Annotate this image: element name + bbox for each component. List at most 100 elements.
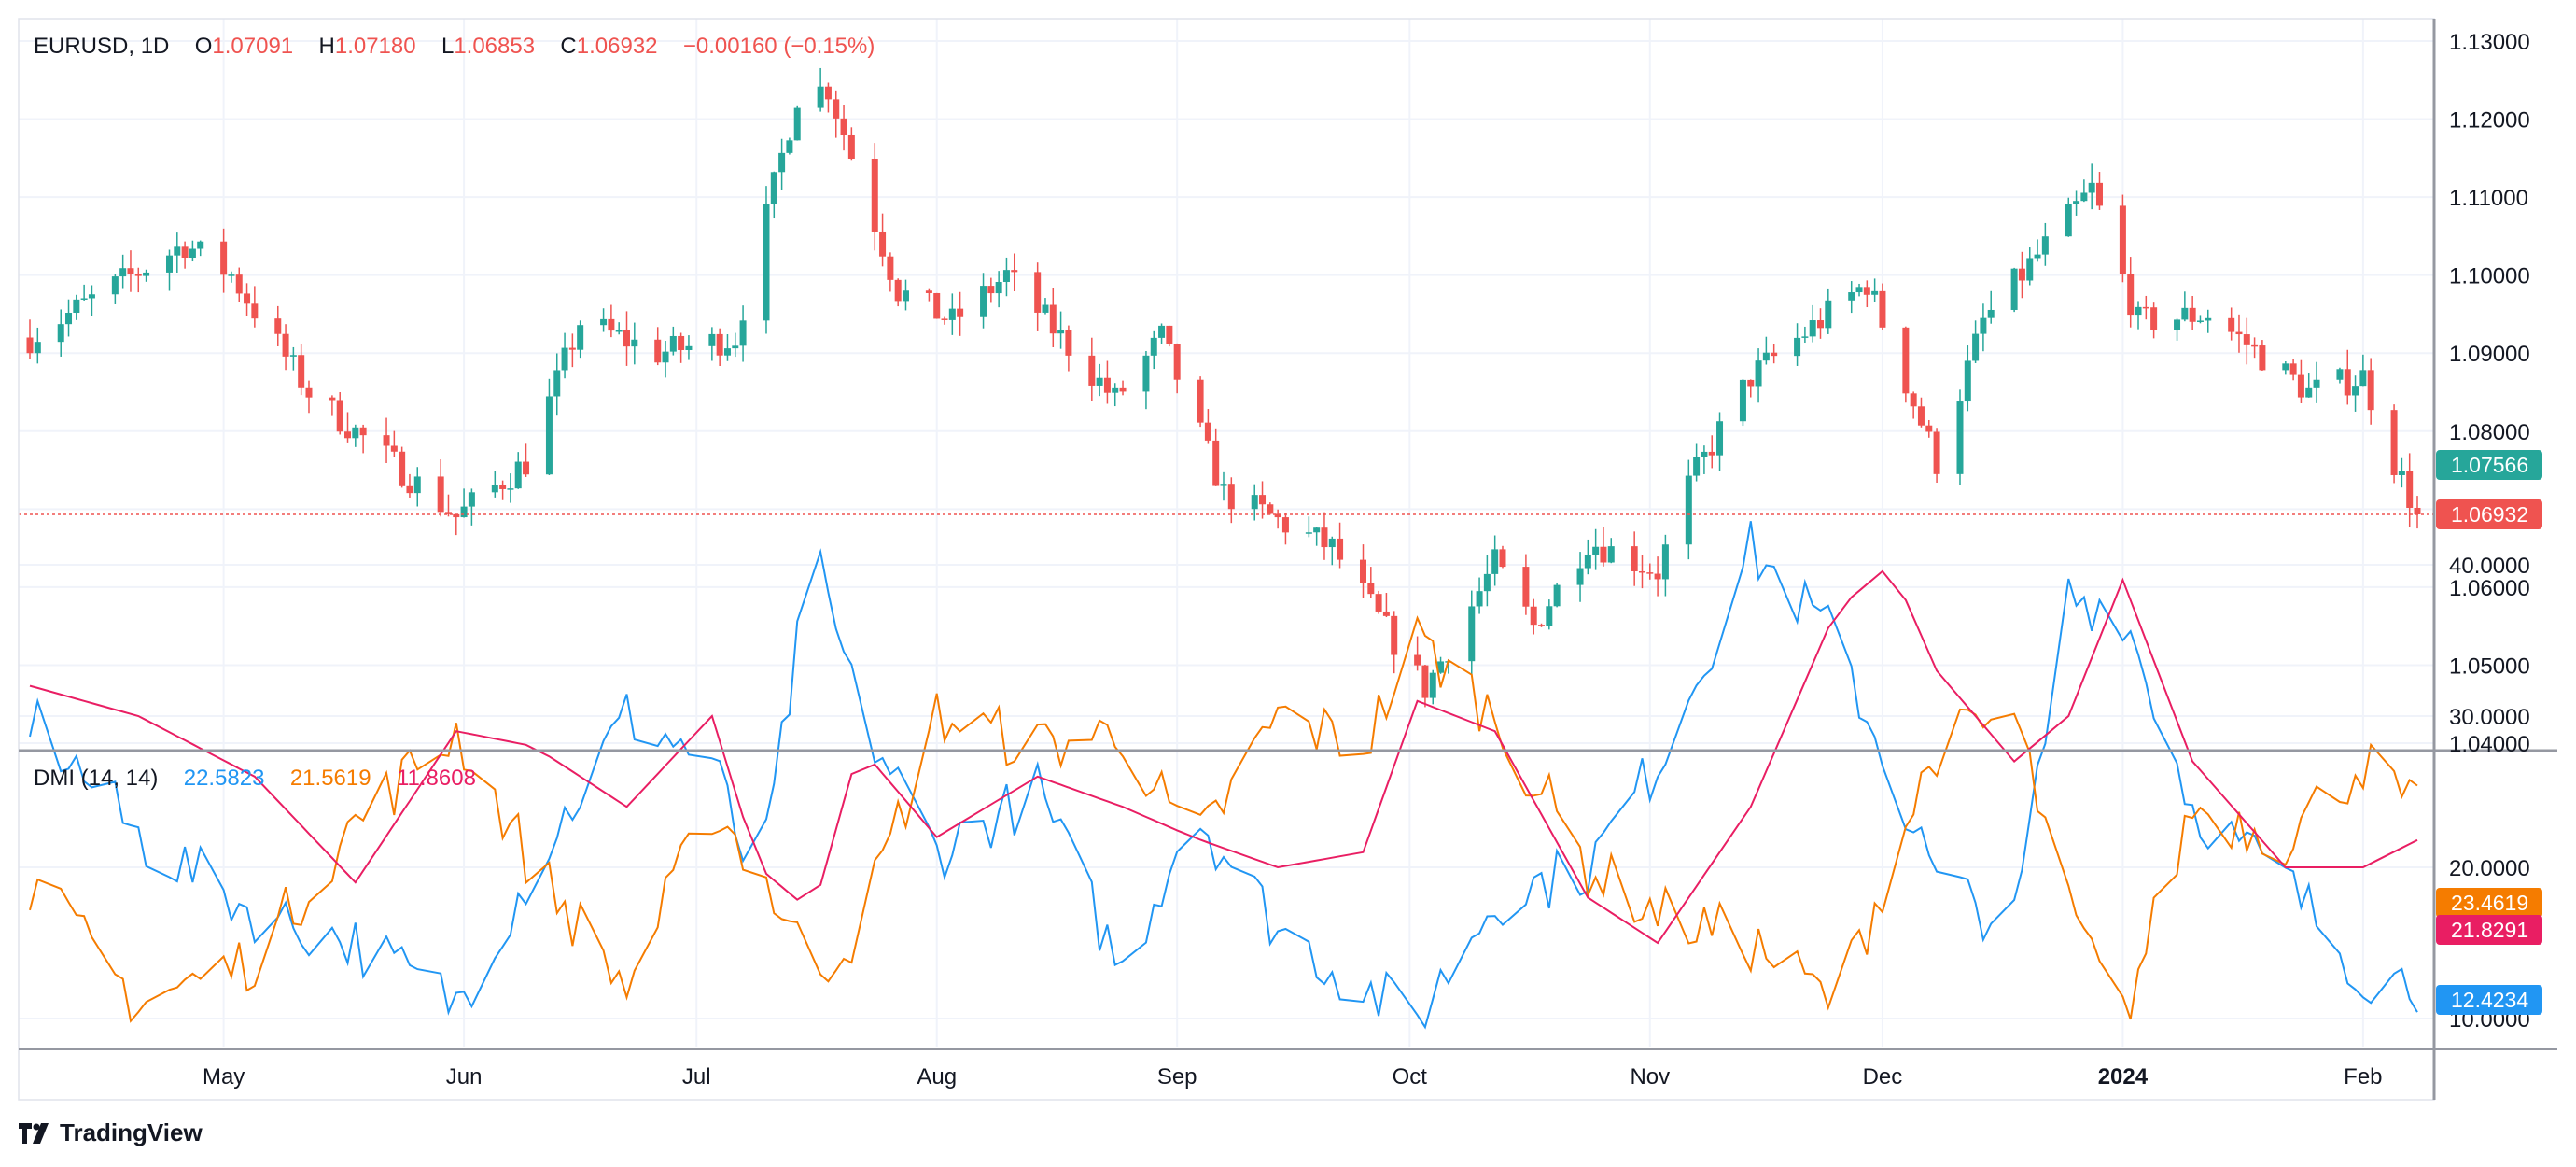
candle-body (824, 86, 832, 100)
candle-body (2034, 254, 2041, 259)
candle-body (2406, 471, 2414, 508)
candle-body (1227, 484, 1235, 510)
candle-body (119, 268, 127, 277)
candle-body (228, 274, 235, 276)
candle-body (1538, 625, 1546, 626)
candle-body (2282, 363, 2289, 371)
interval-label[interactable]: 1D (140, 34, 170, 59)
high-value: 1.07180 (334, 34, 416, 59)
candle-body (2297, 374, 2304, 398)
candle-body (941, 318, 948, 320)
candle-body (143, 272, 150, 276)
candle-body (1902, 327, 1910, 394)
price-label-badge (2436, 888, 2542, 918)
price-tick-label: 1.05000 (2449, 654, 2530, 679)
price-label-text: 1.07566 (2451, 453, 2528, 477)
candle-body (2205, 317, 2212, 321)
candle-body (1483, 573, 1491, 592)
candle-body (1103, 377, 1111, 393)
candle-body (127, 268, 134, 274)
minus-di-value: 21.5619 (289, 766, 371, 791)
candle-body (220, 241, 228, 275)
dmi-tick-label: 30.0000 (2449, 705, 2530, 730)
candle-body (1337, 538, 1344, 560)
candle-body (390, 445, 398, 452)
grid-lines (19, 19, 2434, 1047)
dmi-adx-line[interactable] (29, 569, 2418, 945)
candle-body (26, 337, 34, 354)
candle-body (2174, 319, 2181, 330)
price-label-badge (2436, 915, 2542, 945)
candle-body (460, 506, 468, 518)
candle-body (437, 476, 444, 513)
candle-body (80, 298, 88, 300)
candle-body (1607, 546, 1615, 563)
candle-body (887, 256, 894, 280)
candle-body (329, 397, 336, 401)
candle-body (879, 231, 887, 257)
candle-body (2073, 201, 2080, 204)
price-label-text: 1.06932 (2451, 502, 2528, 527)
candle-body (545, 396, 553, 475)
candle-body (1173, 344, 1181, 380)
candle-body (1910, 393, 1917, 407)
price-label-badge (2436, 985, 2542, 1015)
ohlc-legend: EURUSD, 1D O1.07091 H1.07180 L1.06853 C1… (34, 34, 875, 59)
candle-body (2313, 379, 2320, 388)
dmi-series[interactable] (29, 521, 2418, 1030)
candle-body (2135, 306, 2142, 316)
candle-body (2041, 236, 2049, 255)
change-value: −0.00160 (−0.15%) (682, 34, 875, 59)
candle-body (298, 355, 305, 388)
candle-body (2127, 274, 2135, 316)
candlestick-series[interactable] (26, 67, 2421, 708)
price-tick-label: 1.06000 (2449, 576, 2530, 601)
candle-body (1281, 517, 1289, 533)
candle-body (840, 118, 847, 135)
candle-body (623, 330, 630, 347)
chart-frame (18, 18, 2435, 1101)
candle-body (2414, 507, 2421, 515)
candle-body (654, 339, 662, 363)
price-tick-label: 1.04000 (2449, 732, 2530, 757)
candle-body (1382, 611, 1390, 616)
candle-body (561, 347, 568, 371)
candle-body (833, 99, 840, 119)
candle-body (1002, 270, 1010, 283)
time-tick-label: Aug (917, 1064, 957, 1090)
dmi-minus-line[interactable] (29, 615, 2418, 1023)
candle-body (2289, 363, 2297, 375)
candle-body (165, 255, 173, 273)
candle-body (406, 485, 413, 494)
candle-body (2150, 307, 2158, 330)
symbol-name[interactable]: EURUSD (34, 34, 129, 59)
indicator-name[interactable]: DMI (14, 14) (34, 766, 159, 791)
candle-body (1476, 591, 1483, 607)
candle-body (1212, 440, 1220, 486)
candle-body (289, 355, 297, 357)
candle-body (1755, 360, 1762, 387)
candle-body (453, 513, 460, 518)
candle-body (1259, 495, 1267, 505)
candle-body (336, 400, 343, 432)
candle-body (244, 293, 251, 304)
candle-body (1600, 546, 1607, 563)
candle-body (2119, 205, 2126, 274)
candle-body (523, 461, 530, 475)
candle-body (1964, 360, 1971, 402)
candle-body (553, 370, 561, 397)
candle-body (1661, 544, 1669, 580)
candle-body (1817, 320, 1824, 329)
dmi-plus-line[interactable] (29, 521, 2418, 1030)
tradingview-logo[interactable]: TradingView (19, 1118, 203, 1147)
candle-body (685, 345, 693, 350)
candle-body (344, 431, 352, 439)
candle-body (1274, 513, 1281, 518)
candle-body (2243, 334, 2250, 345)
candle-body (197, 241, 204, 249)
candle-body (894, 279, 902, 302)
candle-body (1042, 304, 1049, 313)
candle-body (134, 274, 142, 276)
candle-body (786, 140, 793, 153)
